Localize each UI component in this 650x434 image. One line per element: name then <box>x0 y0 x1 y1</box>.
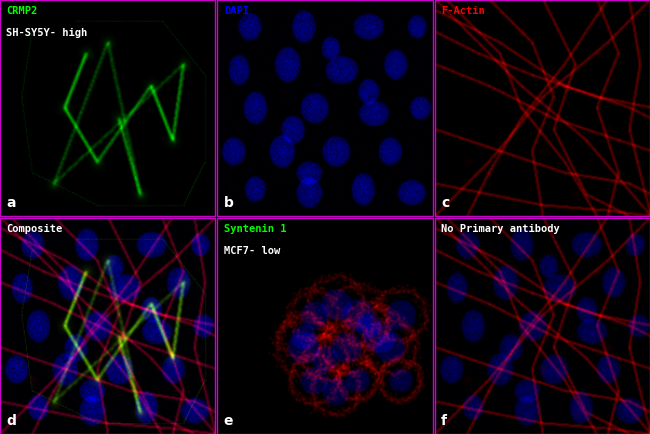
Text: b: b <box>224 196 233 210</box>
Text: Composite: Composite <box>6 224 62 234</box>
Text: Syntenin 1: Syntenin 1 <box>224 224 286 234</box>
Text: a: a <box>6 196 16 210</box>
Text: c: c <box>441 196 449 210</box>
Text: F-Actin: F-Actin <box>441 7 485 16</box>
Text: No Primary antibody: No Primary antibody <box>441 224 560 234</box>
Text: f: f <box>441 414 447 427</box>
Text: CRMP2: CRMP2 <box>6 7 38 16</box>
Text: e: e <box>224 414 233 427</box>
Text: DAPI: DAPI <box>224 7 249 16</box>
Text: SH-SY5Y- high: SH-SY5Y- high <box>6 28 88 38</box>
Text: d: d <box>6 414 16 427</box>
Text: MCF7- low: MCF7- low <box>224 246 280 256</box>
